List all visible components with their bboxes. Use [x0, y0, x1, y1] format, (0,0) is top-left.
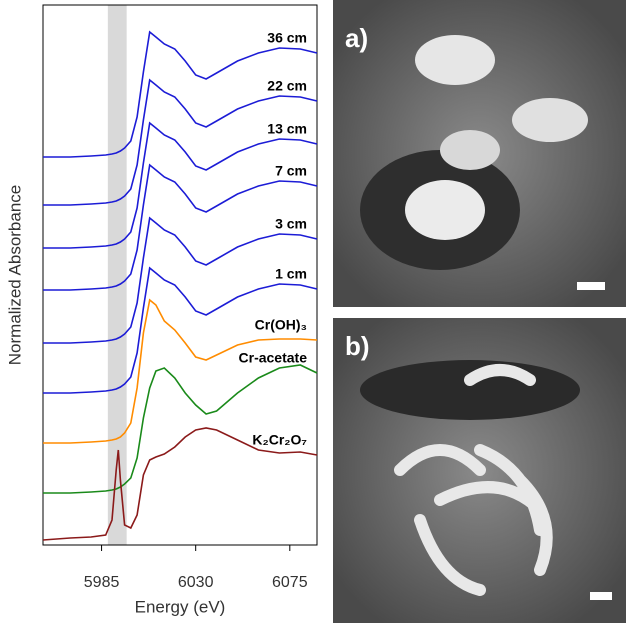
x-tick-label: 5985	[84, 574, 120, 591]
series-label: 1 cm	[275, 266, 307, 282]
series-label: K₂Cr₂O₇	[252, 432, 307, 448]
series-label: Cr(OH)₃	[255, 317, 307, 333]
figure: a) b) Normalized Absorbance Energy (eV) …	[0, 0, 626, 623]
series-label: 36 cm	[267, 30, 307, 46]
series-label: 7 cm	[275, 163, 307, 179]
sem-panel-b: b)	[333, 318, 626, 623]
x-tick-label: 6030	[178, 574, 214, 591]
series-label: 13 cm	[267, 121, 307, 137]
spectrum-line	[43, 32, 317, 157]
panel-label: a)	[345, 23, 368, 53]
y-axis-label: Normalized Absorbance	[5, 185, 24, 365]
panel-label: b)	[345, 331, 370, 361]
spectrum-line	[43, 365, 317, 493]
series-label: 22 cm	[267, 78, 307, 94]
series-label: 3 cm	[275, 216, 307, 232]
x-axis-label: Energy (eV)	[135, 597, 226, 616]
sem-panel-a: a)	[333, 0, 626, 307]
spectrum-line	[43, 80, 317, 205]
x-tick-label: 6075	[272, 574, 308, 591]
series-label: Cr-acetate	[239, 350, 308, 366]
